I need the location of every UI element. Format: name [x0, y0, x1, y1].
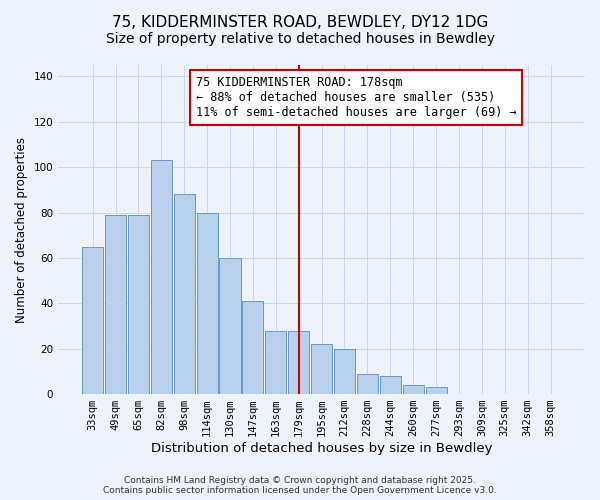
Bar — [334, 348, 355, 394]
Bar — [242, 301, 263, 394]
Text: 75 KIDDERMINSTER ROAD: 178sqm
← 88% of detached houses are smaller (535)
11% of : 75 KIDDERMINSTER ROAD: 178sqm ← 88% of d… — [196, 76, 516, 120]
Text: 75, KIDDERMINSTER ROAD, BEWDLEY, DY12 1DG: 75, KIDDERMINSTER ROAD, BEWDLEY, DY12 1D… — [112, 15, 488, 30]
Bar — [128, 215, 149, 394]
Bar — [173, 194, 195, 394]
Text: Contains HM Land Registry data © Crown copyright and database right 2025.
Contai: Contains HM Land Registry data © Crown c… — [103, 476, 497, 495]
Bar — [82, 246, 103, 394]
Bar — [220, 258, 241, 394]
Bar — [357, 374, 378, 394]
Bar — [403, 385, 424, 394]
Bar — [311, 344, 332, 394]
Bar — [197, 212, 218, 394]
Bar — [425, 388, 446, 394]
Y-axis label: Number of detached properties: Number of detached properties — [15, 136, 28, 322]
Bar — [380, 376, 401, 394]
Bar — [105, 215, 126, 394]
Bar — [265, 330, 286, 394]
Bar — [151, 160, 172, 394]
Text: Size of property relative to detached houses in Bewdley: Size of property relative to detached ho… — [106, 32, 494, 46]
Bar — [288, 330, 309, 394]
X-axis label: Distribution of detached houses by size in Bewdley: Distribution of detached houses by size … — [151, 442, 493, 455]
